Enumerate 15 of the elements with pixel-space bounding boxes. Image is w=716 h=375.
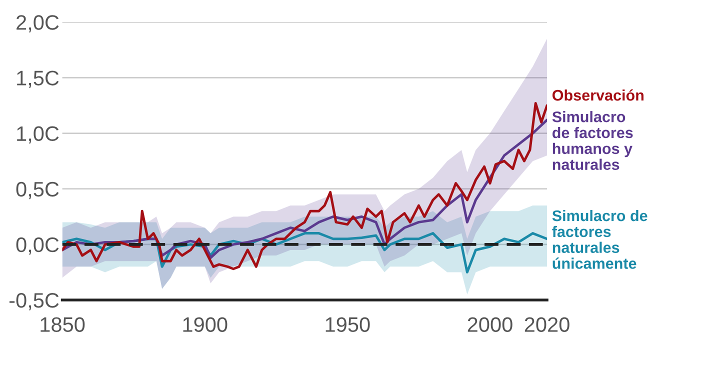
series-label: Simulacro de factores naturales únicamente	[552, 210, 648, 269]
y-tick-label: 1,0C	[17, 126, 59, 144]
x-tick-label: 1900	[183, 317, 228, 332]
x-tick-label: 2020	[524, 317, 570, 332]
y-tick-label: -0,5C	[10, 293, 59, 310]
y-tick-label: 2,0C	[16, 15, 59, 32]
y-tick-label: 0,0C	[16, 237, 59, 255]
y-tick-label: 0,5C	[16, 182, 59, 200]
x-tick-label: 1950	[326, 317, 370, 332]
x-tick-label: 1850	[40, 317, 85, 332]
series-label: Observación	[552, 89, 644, 101]
x-tick-label: 2000	[468, 317, 512, 332]
line-series	[62, 102, 548, 270]
series-label: Simulacro de factores humanos y naturales	[552, 111, 633, 170]
y-tick-label: 1,5C	[17, 70, 59, 88]
